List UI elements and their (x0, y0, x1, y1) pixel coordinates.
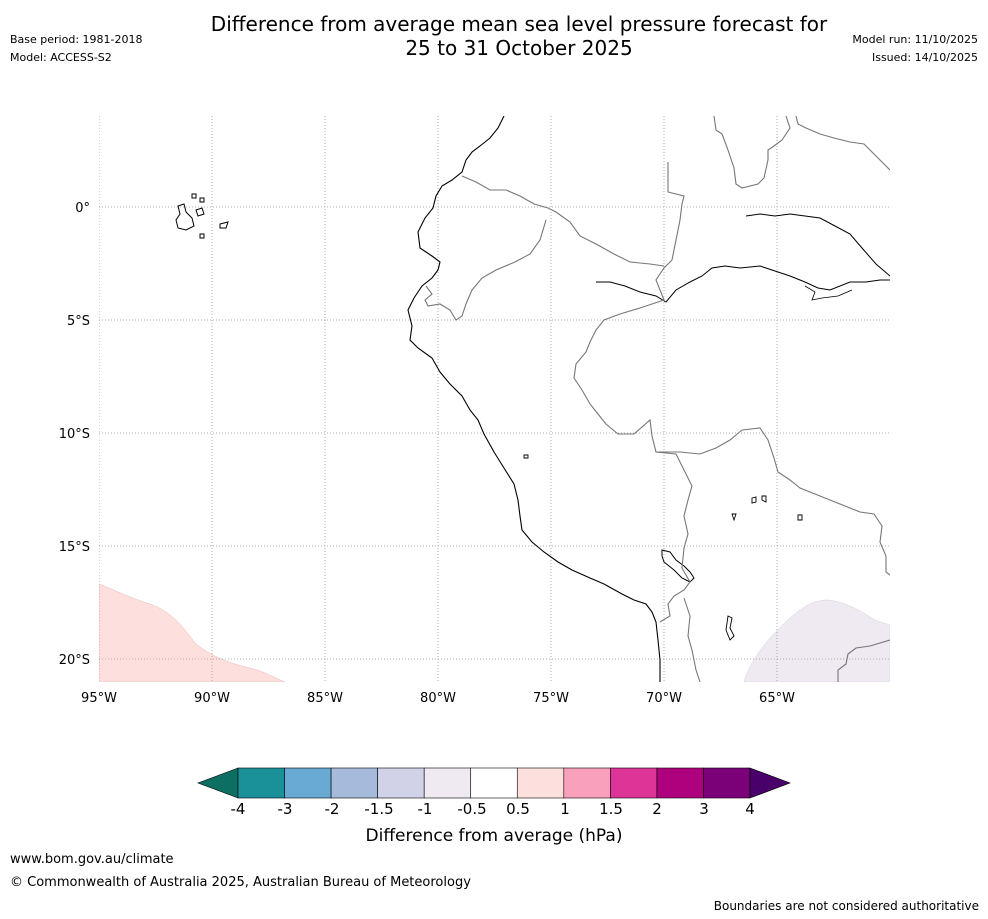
lon-label: 70°W (646, 691, 682, 706)
colorbar-swatch (470, 767, 518, 799)
issued-date: Issued: 14/10/2025 (871, 51, 978, 64)
lat-label: 0° (75, 201, 90, 216)
lat-label: 10°S (59, 427, 90, 442)
positive-anomaly-pacific (99, 583, 286, 682)
negative-anomaly-south (743, 599, 890, 682)
lon-label: 75°W (533, 691, 569, 706)
galapagos-islands (175, 193, 229, 239)
lat-axis: 0° 5°S 10°S 15°S 20°S (59, 201, 90, 668)
meta-left: Base period: 1981-2018 Model: ACCESS-S2 (10, 31, 142, 67)
small-lakes (523, 454, 803, 641)
lon-label: 85°W (307, 691, 343, 706)
colorbar-extend-low (197, 767, 239, 799)
colorbar-tick: -0.5 (457, 800, 487, 818)
colorbar-tick: 1.5 (599, 800, 623, 818)
base-period: Base period: 1981-2018 (10, 33, 143, 46)
copyright-text: © Commonwealth of Australia 2025, Austra… (10, 875, 471, 890)
colorbar-swatch (377, 767, 425, 799)
amazon-river-north (745, 213, 890, 277)
amazon-river (596, 265, 890, 303)
coastline (407, 116, 661, 682)
colorbar-tick: 3 (699, 800, 709, 818)
lon-label: 90°W (194, 691, 230, 706)
title-line-2: 25 to 31 October 2025 (405, 36, 633, 60)
lon-label: 65°W (759, 691, 795, 706)
colorbar-tick: 1 (560, 800, 570, 818)
colorbar (197, 767, 791, 799)
title-line-1: Difference from average mean sea level p… (210, 12, 828, 36)
graticule (99, 116, 890, 682)
colorbar-extend-high (749, 767, 791, 799)
lat-label: 15°S (59, 540, 90, 555)
amazon-river-channel (804, 285, 853, 301)
chart-title: Difference from average mean sea level p… (150, 12, 888, 60)
colorbar-tick: -2 (324, 800, 340, 818)
colorbar-title: Difference from average (hPa) (365, 826, 623, 846)
colorbar-swatch (563, 767, 611, 799)
colorbar-swatch (330, 767, 378, 799)
lon-label: 95°W (81, 691, 117, 706)
colorbar-tick: 2 (652, 800, 662, 818)
colorbar-tick: 0.5 (506, 800, 530, 818)
meta-right: Model run: 11/10/2025 Issued: 14/10/2025 (852, 31, 978, 67)
borders (424, 116, 890, 682)
model-run: Model run: 11/10/2025 (852, 33, 978, 46)
colorbar-tick: -1 (417, 800, 433, 818)
colorbar-swatch (423, 767, 472, 799)
lake-titicaca (661, 549, 695, 583)
colorbar-swatch (703, 767, 751, 799)
lat-label: 5°S (67, 314, 90, 329)
lat-label: 20°S (59, 653, 90, 668)
colorbar-swatch (284, 767, 332, 799)
colorbar-tick: -4 (230, 800, 246, 818)
colorbar-swatch (237, 767, 285, 799)
model-name: Model: ACCESS-S2 (10, 51, 112, 64)
colorbar-tick: -1.5 (364, 800, 394, 818)
colorbar-swatch (610, 767, 658, 799)
lon-label: 80°W (420, 691, 456, 706)
website-link[interactable]: www.bom.gov.au/climate (10, 852, 174, 867)
colorbar-swatch (656, 767, 704, 799)
colorbar-swatch (516, 767, 565, 799)
lon-axis: 95°W 90°W 85°W 80°W 75°W 70°W 65°W (81, 691, 795, 706)
disclaimer-text: Boundaries are not considered authoritat… (713, 899, 979, 913)
colorbar-tick: 4 (745, 800, 755, 818)
colorbar-tick: -3 (277, 800, 293, 818)
